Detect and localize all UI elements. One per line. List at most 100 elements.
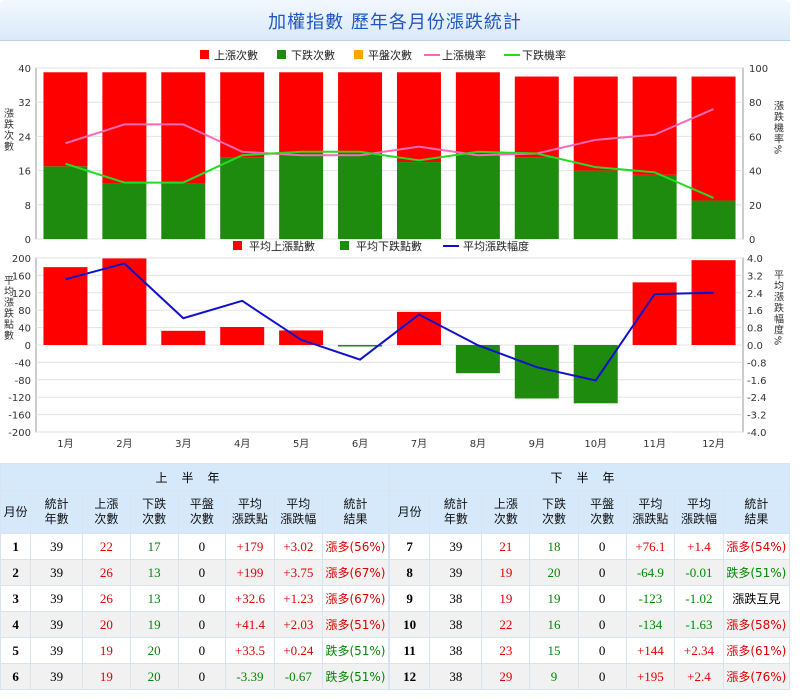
table-cell-avg-pts: +199 bbox=[225, 559, 275, 586]
chart1-bar-down bbox=[514, 157, 559, 239]
chart1-bar-down bbox=[220, 157, 265, 239]
chart1-bar-up bbox=[43, 72, 88, 167]
chart2-bar-up bbox=[220, 326, 265, 345]
title-bar: 加權指數 歷年各月份漲跌統計 bbox=[0, 0, 790, 41]
chart2-y-tick: 40 bbox=[18, 324, 31, 335]
table-cell-avg-pts: +144 bbox=[625, 637, 676, 664]
x-tick-label: 3月 bbox=[175, 438, 191, 450]
table-cell-up: 26 bbox=[81, 585, 131, 612]
table-row: 12 38 29 9 0 +195 +2.4 漲多(76%) bbox=[388, 663, 791, 690]
table-cell-month: 12 bbox=[388, 663, 431, 690]
table-cell-years: 38 bbox=[429, 611, 483, 638]
table-cell-down: 20 bbox=[129, 637, 179, 664]
chart1-bar-down bbox=[573, 170, 618, 239]
chart1-bar-down bbox=[43, 166, 88, 239]
table-cell-flat: 0 bbox=[577, 585, 627, 612]
table-cell-flat: 0 bbox=[177, 559, 227, 586]
chart2-y2-tick: 2.4 bbox=[747, 289, 763, 300]
chart2-y-tick: -160 bbox=[8, 411, 31, 422]
table-cell-avg-pct: -1.02 bbox=[674, 585, 724, 612]
table-cell-result: 跌多(51%) bbox=[321, 637, 390, 664]
table-row: 9 38 19 19 0 -123 -1.02 漲跌互見 bbox=[388, 585, 791, 612]
table-cell-result: 跌多(51%) bbox=[722, 559, 791, 586]
chart2-y2-tick: -4.0 bbox=[747, 428, 767, 439]
table-header-cell: 月份 bbox=[388, 490, 431, 534]
table-cell-avg-pct: +3.75 bbox=[273, 559, 323, 586]
table-row: 1 39 22 17 0 +179 +3.02 漲多(56%) bbox=[0, 533, 390, 560]
table-cell-flat: 0 bbox=[177, 637, 227, 664]
chart1-y2-tick: 60 bbox=[749, 132, 762, 143]
chart2-y2-tick: 3.2 bbox=[747, 271, 763, 282]
chart1-y2-tick: 100 bbox=[749, 64, 768, 75]
chart1-y2-tick: 20 bbox=[749, 201, 762, 212]
table-cell-flat: 0 bbox=[177, 585, 227, 612]
table-cell-up: 19 bbox=[481, 559, 531, 586]
table-cell-down: 18 bbox=[529, 533, 579, 560]
table-cell-result: 漲多(58%) bbox=[722, 611, 791, 638]
table-cell-flat: 0 bbox=[177, 533, 227, 560]
table-header-row: 月份 統計 年數 上漲 次數 下跌 次數 平盤 次數 平均 漲跌點 平均 漲跌幅 統計 結果 bbox=[0, 490, 390, 534]
table-cell-years: 39 bbox=[30, 585, 83, 612]
table-cell-flat: 0 bbox=[177, 663, 227, 690]
table-cell-down: 20 bbox=[129, 663, 179, 690]
chart1-legend-swatch bbox=[277, 50, 286, 59]
table-cell-month: 7 bbox=[388, 533, 431, 560]
table-cell-up: 22 bbox=[81, 533, 131, 560]
table-cell-years: 39 bbox=[30, 611, 83, 638]
chart2-bar-up bbox=[279, 330, 324, 345]
table-cell-avg-pts: -64.9 bbox=[625, 559, 676, 586]
chart2-bar-up bbox=[43, 267, 88, 345]
x-tick-label: 4月 bbox=[234, 438, 250, 450]
chart1-bar-down bbox=[455, 153, 500, 239]
table-cell-avg-pts: +32.6 bbox=[225, 585, 275, 612]
table-cell-up: 22 bbox=[481, 611, 531, 638]
table-header-cell: 平均 漲跌幅 bbox=[674, 490, 724, 534]
table-header-cell: 平均 漲跌點 bbox=[625, 490, 676, 534]
x-tick-label: 8月 bbox=[470, 438, 486, 450]
chart1-bar-down bbox=[396, 162, 441, 239]
chart2-y2-axis-label: 平均漲跌幅度% bbox=[772, 270, 784, 347]
table-header-cell: 統計 結果 bbox=[321, 490, 390, 534]
chart2-y-tick: -120 bbox=[8, 393, 31, 404]
second-half-table: 下半年 月份 統計 年數 上漲 次數 下跌 次數 平盤 次數 平均 漲跌點 平均 漲跌幅 統計 結果 7 39… bbox=[388, 463, 791, 690]
chart1-y2-tick: 40 bbox=[749, 167, 762, 178]
table-row: 3 39 26 13 0 +32.6 +1.23 漲多(67%) bbox=[0, 585, 390, 612]
table-cell-avg-pct: +3.02 bbox=[273, 533, 323, 560]
table-header-cell: 統計 年數 bbox=[429, 490, 483, 534]
chart1-bar-down bbox=[632, 174, 677, 239]
table-cell-month: 5 bbox=[0, 637, 32, 664]
table-cell-avg-pct: +2.4 bbox=[674, 663, 724, 690]
x-tick-label: 7月 bbox=[411, 438, 427, 450]
chart1-legend-label: 下跌次數 bbox=[291, 48, 335, 62]
table-cell-down: 13 bbox=[129, 559, 179, 586]
avg-amplitude-line bbox=[65, 262, 714, 382]
table-cell-avg-pts: -3.39 bbox=[225, 663, 275, 690]
chart2-bar-down bbox=[514, 345, 559, 399]
table-cell-avg-pts: +76.1 bbox=[625, 533, 676, 560]
table-row: 11 38 23 15 0 +144 +2.34 漲多(61%) bbox=[388, 637, 791, 664]
table-row: 7 39 21 18 0 +76.1 +1.4 漲多(54%) bbox=[388, 533, 791, 560]
table-cell-down: 15 bbox=[529, 637, 579, 664]
chart1-bar-up bbox=[279, 72, 324, 154]
chart1-y2-axis-label: 漲跌機率% bbox=[772, 101, 784, 156]
table-row: 5 39 19 20 0 +33.5 +0.24 跌多(51%) bbox=[0, 637, 390, 664]
table-cell-month: 10 bbox=[388, 611, 431, 638]
table-header-cell: 統計 結果 bbox=[722, 490, 791, 534]
table-cell-avg-pts: -123 bbox=[625, 585, 676, 612]
table-cell-flat: 0 bbox=[177, 611, 227, 638]
table-header-cell: 下跌 次數 bbox=[129, 490, 179, 534]
charts-area: 0816243240020406080100漲跌次數 漲跌機率%上漲次數 下跌次數平… bbox=[2, 48, 784, 450]
table-cell-years: 38 bbox=[429, 663, 483, 690]
chart1-y-axis-label: 漲跌次數 bbox=[2, 108, 14, 152]
table-header-cell: 上漲 次數 bbox=[481, 490, 531, 534]
table-cell-years: 39 bbox=[30, 663, 83, 690]
x-tick-label: 9月 bbox=[529, 438, 545, 450]
down-rate-line bbox=[65, 150, 714, 199]
second-half-label: 下半年 bbox=[389, 463, 790, 491]
chart2-y-tick: 160 bbox=[12, 271, 31, 282]
first-half-table: 上半年 月份 統計 年數 上漲 次數 下跌 次數 平盤 次數 平均 漲跌點 平均 漲跌幅 統計 結果 1 39… bbox=[0, 463, 390, 690]
chart1-y-tick: 16 bbox=[18, 167, 31, 178]
table-cell-month: 9 bbox=[388, 585, 431, 612]
table-cell-avg-pct: -1.63 bbox=[674, 611, 724, 638]
chart1-legend-label: 平盤次數 bbox=[368, 48, 412, 62]
